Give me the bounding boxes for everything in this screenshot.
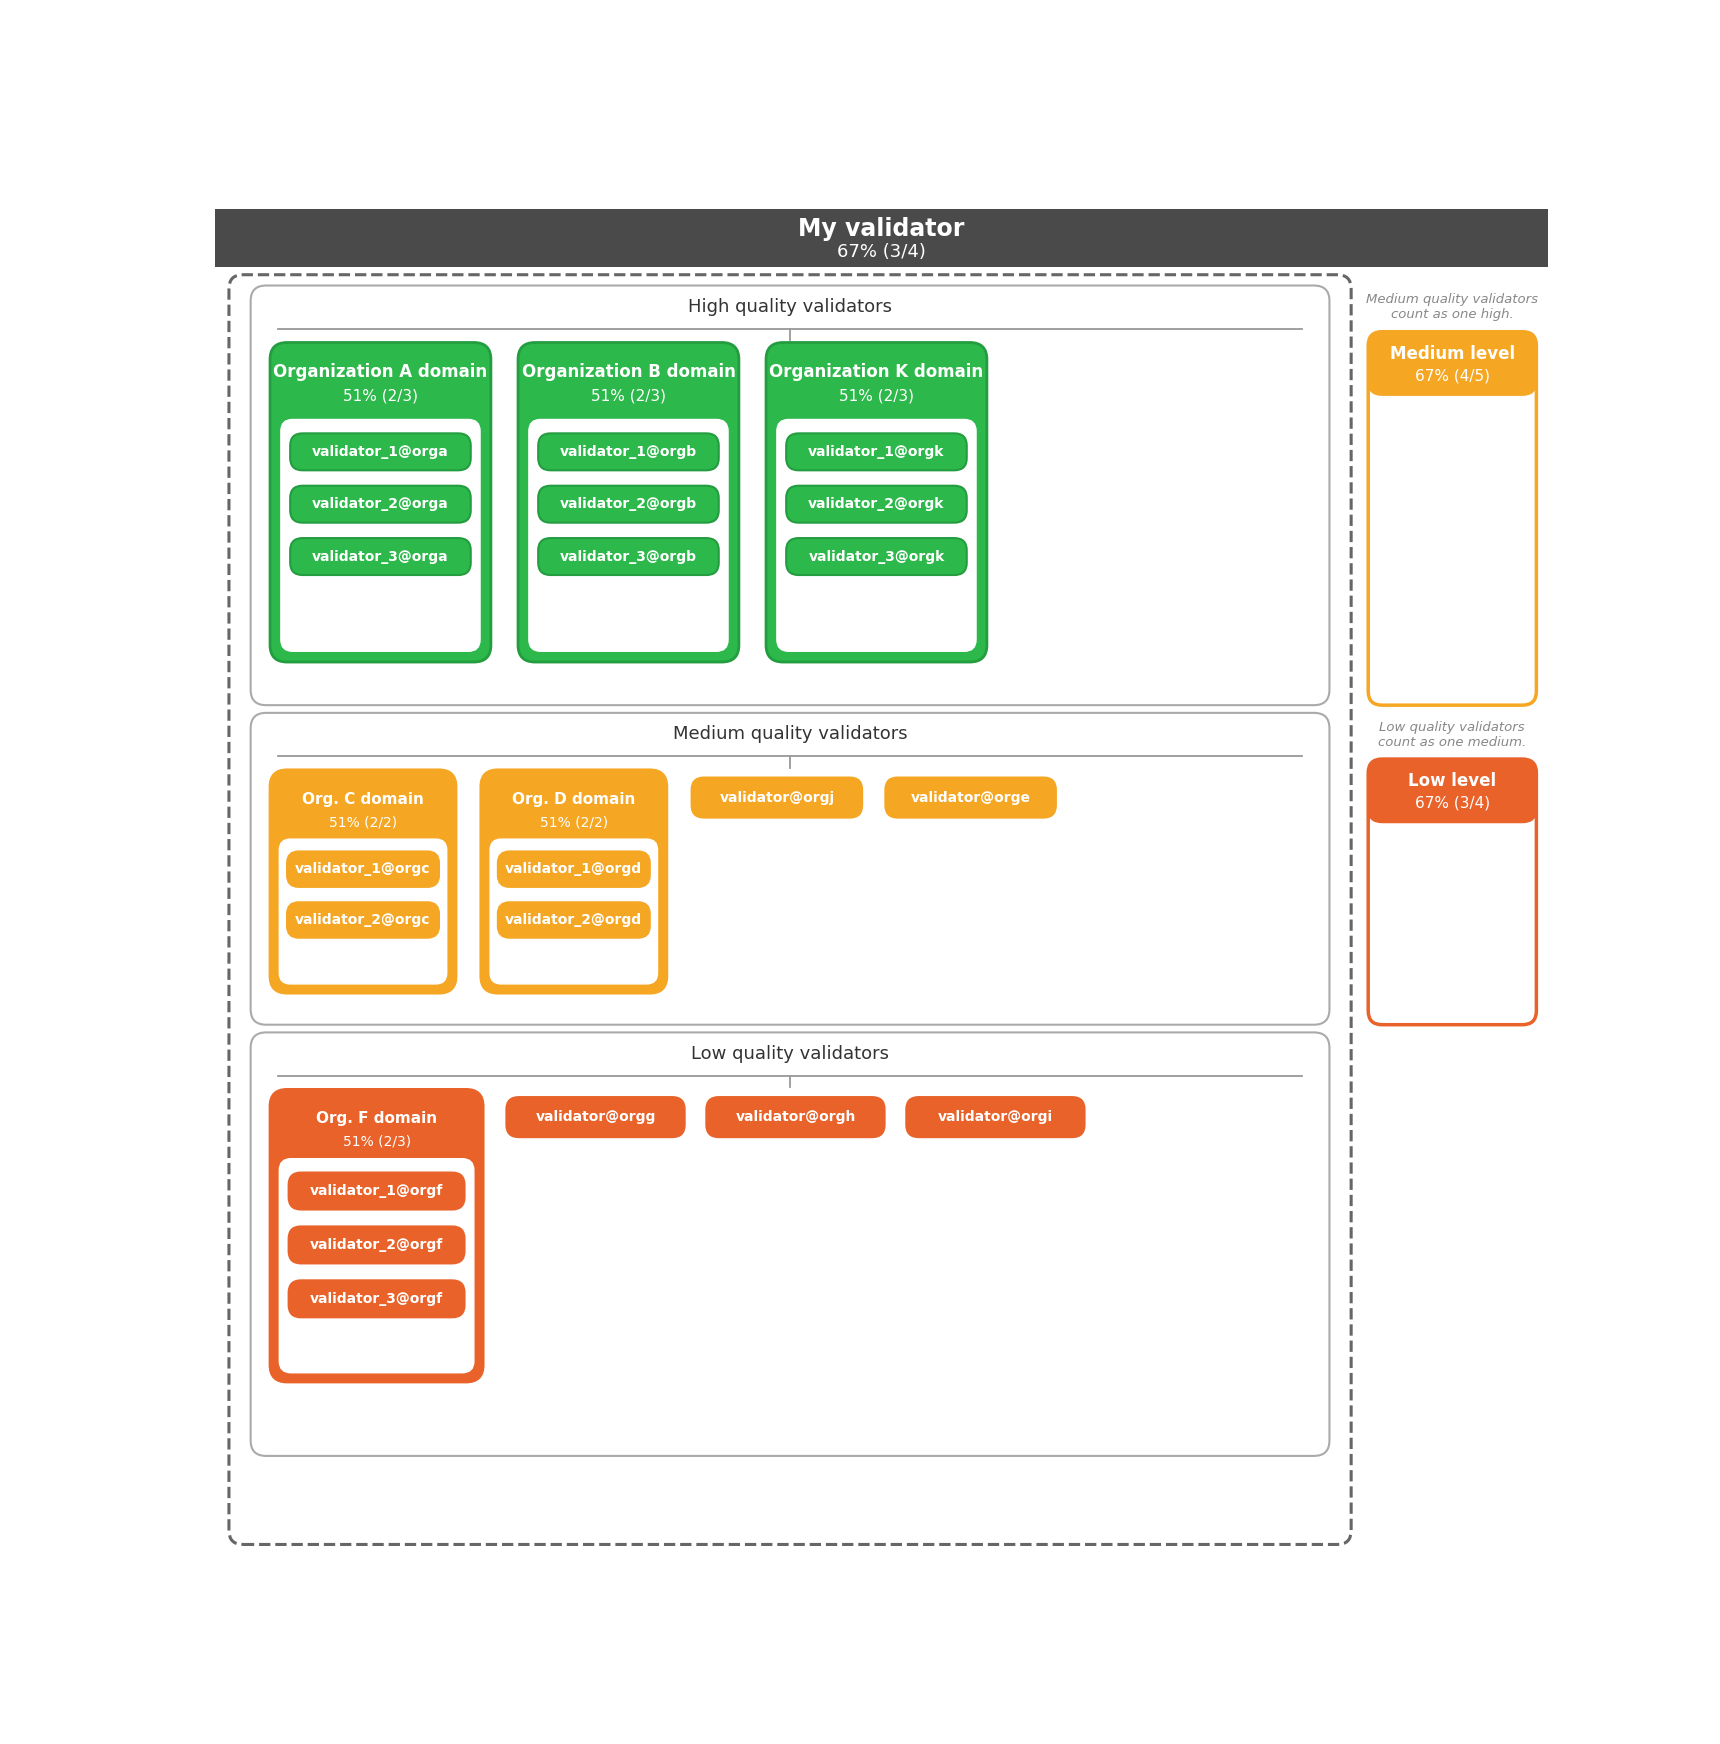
Text: Low quality validators
count as one medium.: Low quality validators count as one medi… — [1378, 720, 1526, 748]
FancyBboxPatch shape — [291, 539, 471, 576]
FancyBboxPatch shape — [691, 778, 862, 818]
FancyBboxPatch shape — [251, 286, 1330, 705]
Text: validator_1@orgk: validator_1@orgk — [808, 445, 944, 459]
Text: High quality validators: High quality validators — [688, 298, 893, 316]
Text: 51% (2/3): 51% (2/3) — [592, 389, 666, 405]
Text: validator@orge: validator@orge — [910, 790, 1030, 804]
FancyBboxPatch shape — [786, 539, 967, 576]
FancyBboxPatch shape — [707, 1097, 884, 1137]
Text: validator_3@orga: validator_3@orga — [311, 549, 449, 563]
Text: validator_2@orgc: validator_2@orgc — [296, 914, 430, 928]
Text: Medium level: Medium level — [1390, 345, 1515, 363]
FancyBboxPatch shape — [287, 851, 439, 888]
Text: Organization K domain: Organization K domain — [769, 363, 984, 380]
Text: 51% (2/2): 51% (2/2) — [329, 814, 397, 828]
Text: validator@orgh: validator@orgh — [734, 1111, 855, 1125]
Text: validator_1@orga: validator_1@orga — [311, 445, 449, 459]
FancyBboxPatch shape — [229, 276, 1352, 1545]
FancyBboxPatch shape — [528, 420, 728, 651]
Text: 51% (2/3): 51% (2/3) — [839, 389, 913, 405]
Text: Organization A domain: Organization A domain — [273, 363, 487, 380]
FancyBboxPatch shape — [506, 1097, 685, 1137]
FancyBboxPatch shape — [287, 902, 439, 938]
Text: 51% (2/3): 51% (2/3) — [342, 1135, 411, 1149]
Text: validator@orgj: validator@orgj — [719, 790, 834, 804]
Text: validator_1@orgf: validator_1@orgf — [310, 1184, 444, 1198]
FancyBboxPatch shape — [280, 420, 480, 651]
FancyBboxPatch shape — [1367, 759, 1536, 821]
Text: Org. F domain: Org. F domain — [316, 1111, 437, 1127]
Text: Org. C domain: Org. C domain — [303, 792, 423, 806]
FancyBboxPatch shape — [497, 851, 650, 888]
Text: validator_2@orgd: validator_2@orgd — [506, 914, 642, 928]
FancyBboxPatch shape — [1367, 331, 1536, 394]
Text: validator_3@orgf: validator_3@orgf — [310, 1292, 444, 1306]
FancyBboxPatch shape — [786, 433, 967, 471]
Text: validator_3@orgb: validator_3@orgb — [561, 549, 697, 563]
Text: Medium quality validators
count as one high.: Medium quality validators count as one h… — [1366, 293, 1538, 321]
FancyBboxPatch shape — [289, 1280, 464, 1317]
Text: validator_2@orgk: validator_2@orgk — [808, 497, 944, 511]
FancyBboxPatch shape — [906, 1097, 1085, 1137]
Text: Low quality validators: Low quality validators — [691, 1045, 889, 1064]
FancyBboxPatch shape — [518, 342, 740, 663]
Text: 51% (2/3): 51% (2/3) — [342, 389, 418, 405]
Text: validator_2@orga: validator_2@orga — [311, 497, 449, 511]
Text: validator_1@orgc: validator_1@orgc — [296, 862, 430, 875]
FancyBboxPatch shape — [538, 539, 719, 576]
FancyBboxPatch shape — [270, 769, 456, 992]
Text: 67% (3/4): 67% (3/4) — [838, 242, 925, 260]
Text: Low level: Low level — [1409, 773, 1496, 790]
FancyBboxPatch shape — [251, 1032, 1330, 1456]
Text: validator@orgg: validator@orgg — [535, 1111, 655, 1125]
FancyBboxPatch shape — [497, 902, 650, 938]
FancyBboxPatch shape — [289, 1172, 464, 1210]
Text: validator_3@orgk: validator_3@orgk — [808, 549, 944, 563]
FancyBboxPatch shape — [279, 1158, 473, 1373]
FancyBboxPatch shape — [1367, 759, 1536, 1025]
Text: validator_2@orgf: validator_2@orgf — [310, 1238, 444, 1252]
FancyBboxPatch shape — [482, 769, 667, 992]
Text: Medium quality validators: Medium quality validators — [673, 726, 908, 743]
Text: My validator: My validator — [798, 216, 965, 241]
FancyBboxPatch shape — [291, 433, 471, 471]
FancyBboxPatch shape — [279, 839, 447, 984]
FancyBboxPatch shape — [538, 433, 719, 471]
FancyBboxPatch shape — [270, 342, 490, 663]
Text: 67% (3/4): 67% (3/4) — [1416, 795, 1490, 811]
Text: Organization B domain: Organization B domain — [521, 363, 736, 380]
FancyBboxPatch shape — [289, 1226, 464, 1263]
FancyBboxPatch shape — [251, 713, 1330, 1025]
Text: validator_1@orgd: validator_1@orgd — [506, 862, 642, 875]
FancyBboxPatch shape — [786, 487, 967, 523]
FancyBboxPatch shape — [270, 1090, 483, 1381]
FancyBboxPatch shape — [777, 420, 975, 651]
Text: validator_2@orgb: validator_2@orgb — [561, 497, 697, 511]
Text: Org. D domain: Org. D domain — [513, 792, 635, 806]
Text: validator_1@orgb: validator_1@orgb — [561, 445, 697, 459]
Text: 51% (2/2): 51% (2/2) — [540, 814, 607, 828]
FancyBboxPatch shape — [490, 839, 657, 984]
Text: validator@orgi: validator@orgi — [937, 1111, 1053, 1125]
FancyBboxPatch shape — [886, 778, 1056, 818]
FancyBboxPatch shape — [765, 342, 987, 663]
FancyBboxPatch shape — [1367, 331, 1536, 705]
Bar — [215, 209, 1548, 267]
FancyBboxPatch shape — [291, 487, 471, 523]
FancyBboxPatch shape — [538, 487, 719, 523]
Text: 67% (4/5): 67% (4/5) — [1416, 368, 1490, 384]
